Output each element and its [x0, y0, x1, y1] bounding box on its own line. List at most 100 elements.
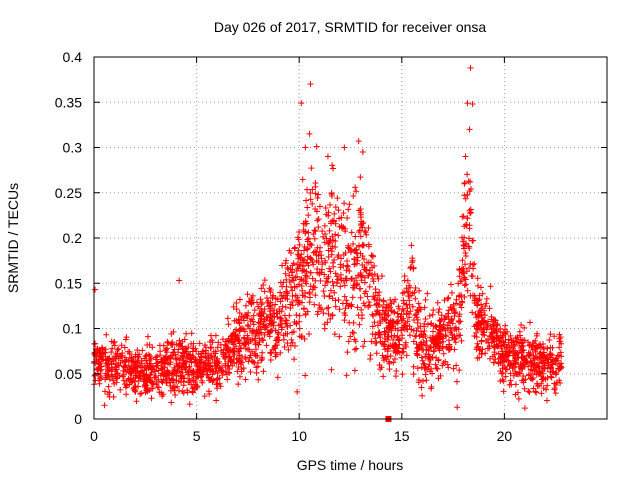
data-point [272, 337, 279, 344]
data-point [310, 249, 317, 256]
data-point [334, 254, 341, 261]
data-point [237, 325, 244, 332]
data-point [534, 364, 541, 371]
data-point [109, 345, 116, 352]
data-point [384, 353, 391, 360]
data-point [190, 377, 197, 384]
data-point [272, 342, 279, 349]
data-point [387, 296, 394, 303]
data-point [412, 295, 419, 302]
data-point [190, 384, 197, 391]
data-point [376, 302, 383, 309]
data-point [294, 234, 301, 241]
data-point [266, 285, 273, 292]
data-point [471, 323, 478, 330]
data-point [350, 329, 357, 336]
data-point [298, 100, 305, 107]
data-point [110, 377, 117, 384]
data-point [95, 371, 102, 378]
data-point [257, 296, 264, 303]
data-point [510, 345, 517, 352]
data-point [482, 303, 489, 310]
data-point [362, 266, 369, 273]
y-tick-label: 0.25 [55, 185, 82, 201]
data-point [386, 360, 393, 367]
data-point [486, 345, 493, 352]
data-point [284, 264, 291, 271]
data-point [497, 325, 504, 332]
data-point [488, 313, 495, 320]
data-point [317, 203, 324, 210]
data-point [267, 313, 274, 320]
data-point [168, 341, 175, 348]
data-point [208, 353, 215, 360]
data-point [471, 332, 478, 339]
data-point [536, 369, 543, 376]
data-point [384, 312, 391, 319]
data-point [291, 245, 298, 252]
data-point [344, 263, 351, 270]
data-point [318, 269, 325, 276]
data-point [411, 317, 417, 324]
data-point [151, 366, 158, 373]
data-point [313, 249, 320, 256]
data-point [459, 213, 466, 220]
data-point [474, 326, 481, 333]
data-point [521, 363, 528, 370]
data-point [449, 320, 456, 327]
data-point [455, 280, 462, 287]
data-point [251, 307, 258, 314]
data-point [267, 349, 274, 356]
data-point [234, 332, 241, 339]
data-point [235, 348, 242, 355]
data-point [491, 349, 498, 356]
data-point [390, 336, 397, 343]
data-point [474, 275, 481, 282]
data-point [133, 372, 140, 379]
data-point [296, 263, 303, 270]
data-point [540, 375, 547, 382]
data-point [251, 359, 258, 366]
data-point [268, 320, 275, 327]
data-point [92, 352, 99, 359]
data-point [391, 356, 398, 363]
data-point [282, 270, 289, 277]
data-point [196, 340, 203, 347]
data-point [527, 375, 534, 382]
data-point [250, 321, 257, 328]
data-point [474, 282, 481, 289]
data-point [442, 327, 449, 334]
data-point [428, 344, 435, 351]
data-point [113, 360, 120, 367]
data-point [206, 366, 213, 373]
data-point [539, 351, 546, 358]
data-point [459, 257, 466, 264]
data-point [341, 317, 348, 324]
data-point [371, 296, 378, 303]
data-point [262, 323, 269, 330]
data-point [260, 337, 267, 344]
data-point [224, 363, 231, 370]
data-point [519, 359, 526, 366]
data-point [284, 330, 291, 337]
data-point [380, 354, 387, 361]
data-point [341, 293, 348, 300]
data-point [219, 372, 226, 379]
data-point [313, 143, 320, 150]
data-point [323, 235, 330, 242]
data-point [178, 366, 185, 373]
data-point [352, 233, 359, 240]
data-point [465, 178, 472, 185]
data-point [279, 262, 286, 269]
data-point [188, 330, 195, 337]
data-point [259, 355, 266, 362]
data-point [287, 305, 294, 312]
data-point [389, 318, 396, 325]
data-point [277, 279, 284, 286]
data-point [259, 309, 266, 316]
data-point [477, 284, 484, 291]
data-point [120, 377, 127, 384]
data-point [406, 323, 413, 330]
data-point [355, 138, 362, 145]
data-point [288, 277, 295, 284]
